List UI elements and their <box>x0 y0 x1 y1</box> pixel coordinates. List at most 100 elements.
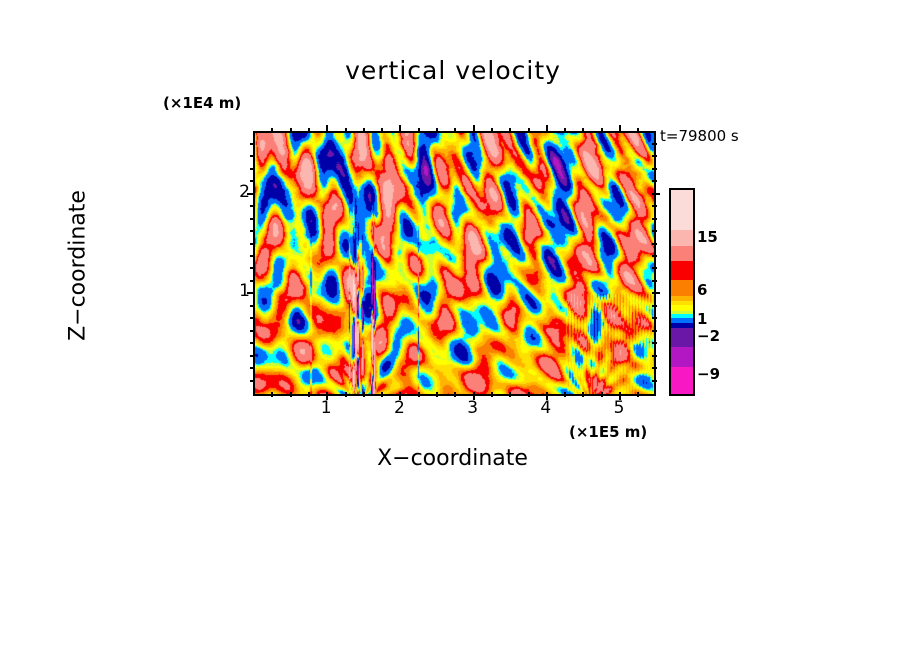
x-tick-bottom <box>418 392 420 397</box>
y-tick-left <box>247 292 255 294</box>
colorbar <box>669 188 695 396</box>
y-tick-left <box>250 367 255 369</box>
x-tick-bottom <box>436 392 438 397</box>
y-tick-right <box>652 342 657 344</box>
x-tick-bottom <box>473 392 475 400</box>
colorbar-tick-label: −9 <box>697 365 721 383</box>
y-tick-left <box>250 205 255 207</box>
x-tick-bottom <box>271 392 273 397</box>
x-tick-top <box>436 128 438 133</box>
x-tick-bottom <box>564 392 566 397</box>
y-tick-right <box>652 143 657 145</box>
x-tick-top <box>363 128 365 133</box>
y-tick-left <box>250 330 255 332</box>
x-tick-top <box>271 128 273 133</box>
x-tick-bottom <box>601 392 603 397</box>
x-tick-top <box>582 128 584 133</box>
y-tick-left <box>250 305 255 307</box>
y-tick-left <box>250 155 255 157</box>
y-tick-right <box>652 255 657 257</box>
colorbar-band <box>671 296 693 301</box>
x-axis-title: X−coordinate <box>377 446 528 471</box>
colorbar-band <box>671 313 693 319</box>
colorbar-tick-label: 6 <box>697 281 708 299</box>
x-tick-bottom <box>381 392 383 397</box>
colorbar-band <box>671 230 693 246</box>
x-tick-bottom <box>363 392 365 397</box>
x-tick-label: 1 <box>320 398 332 418</box>
y-tick-label: 2 <box>239 181 250 202</box>
y-tick-right <box>652 230 657 232</box>
colorbar-band <box>671 322 693 329</box>
x-tick-top <box>601 128 603 133</box>
colorbar-band <box>671 328 693 347</box>
y-tick-right <box>652 292 660 294</box>
x-tick-bottom <box>528 392 530 397</box>
x-tick-top <box>528 128 530 133</box>
y-tick-right <box>652 280 657 282</box>
y-tick-right <box>652 305 657 307</box>
x-tick-top <box>381 128 383 133</box>
x-tick-top <box>454 128 456 133</box>
y-tick-left <box>250 218 255 220</box>
y-tick-right <box>652 267 657 269</box>
y-tick-left <box>250 230 255 232</box>
x-tick-bottom <box>290 392 292 397</box>
y-axis-title: Z−coordinate <box>65 190 91 341</box>
colorbar-band <box>671 366 693 394</box>
colorbar-band <box>671 318 693 323</box>
y-tick-right <box>652 380 657 382</box>
x-tick-bottom <box>308 392 310 397</box>
y-tick-left <box>250 243 255 245</box>
x-tick-bottom <box>546 392 548 400</box>
x-tick-top <box>637 128 639 133</box>
x-tick-label: 2 <box>394 398 405 418</box>
colorbar-band <box>671 190 693 231</box>
x-tick-top <box>473 125 475 133</box>
x-tick-top <box>418 128 420 133</box>
x-tick-label: 3 <box>467 398 479 418</box>
colorbar-band <box>671 305 693 311</box>
time-annotation: t=79800 s <box>660 127 739 145</box>
y-tick-left <box>250 143 255 145</box>
y-tick-left <box>250 355 255 357</box>
x-tick-bottom <box>326 392 328 400</box>
x-tick-top <box>399 125 401 133</box>
x-tick-bottom <box>345 392 347 397</box>
y-tick-right <box>652 317 657 319</box>
y-tick-left <box>250 168 255 170</box>
y-tick-label: 1 <box>239 281 250 302</box>
y-tick-right <box>652 193 660 195</box>
x-tick-top <box>345 128 347 133</box>
colorbar-band <box>671 261 693 281</box>
y-tick-right <box>652 205 657 207</box>
colorbar-tick-label: 15 <box>697 228 718 246</box>
page-title: vertical velocity <box>345 56 561 85</box>
y-tick-left <box>250 317 255 319</box>
y-tick-left <box>250 380 255 382</box>
x-tick-bottom <box>399 392 401 400</box>
x-tick-bottom <box>509 392 511 397</box>
y-tick-right <box>652 218 657 220</box>
y-tick-left <box>250 180 255 182</box>
x-tick-top <box>491 128 493 133</box>
y-tick-right <box>652 355 657 357</box>
y-tick-right <box>652 330 657 332</box>
velocity-field-canvas <box>255 133 654 394</box>
y-axis-unit-label: (×1E4 m) <box>163 94 242 112</box>
x-axis-unit-label: (×1E5 m) <box>569 423 648 441</box>
colorbar-tick-label: 1 <box>697 310 708 328</box>
colorbar-band <box>671 280 693 297</box>
x-tick-bottom <box>619 392 621 400</box>
x-tick-label: 4 <box>540 398 552 418</box>
colorbar-band <box>671 346 693 367</box>
x-tick-top <box>308 128 310 133</box>
y-tick-left <box>250 280 255 282</box>
x-tick-top <box>564 128 566 133</box>
x-tick-top <box>326 125 328 133</box>
x-tick-top <box>546 125 548 133</box>
x-tick-bottom <box>454 392 456 397</box>
contour-plot-area <box>253 131 656 396</box>
y-tick-left <box>250 342 255 344</box>
